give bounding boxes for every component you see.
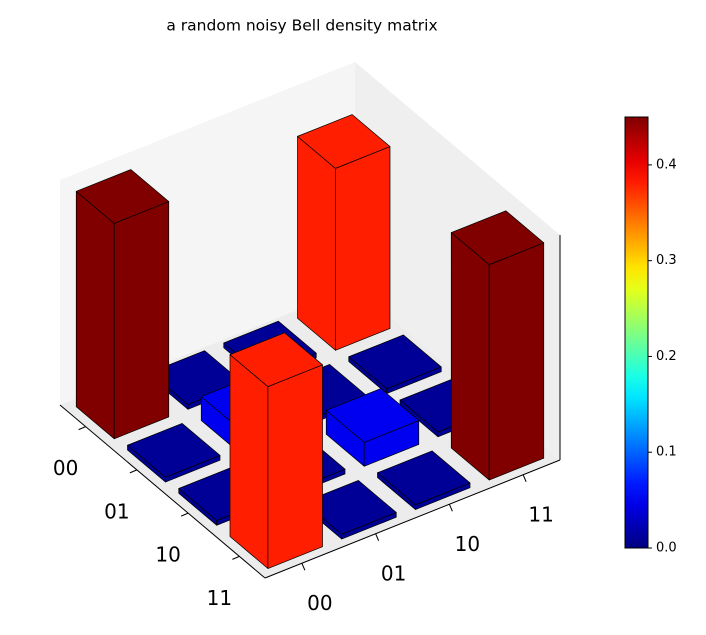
bar <box>325 388 420 467</box>
row-axis <box>59 404 266 579</box>
tick <box>375 533 380 541</box>
colorbar <box>624 116 649 549</box>
tick <box>129 469 138 474</box>
bar <box>75 169 170 440</box>
bar-top-face <box>348 334 442 390</box>
bar-left-face <box>450 232 490 481</box>
row-label: 00 <box>53 456 78 480</box>
bar <box>348 334 442 394</box>
colorbar-tick-label: 0.0 <box>656 541 677 556</box>
bar-right-face <box>335 146 391 351</box>
col-label: 10 <box>455 532 480 556</box>
bar-right-face <box>113 201 170 440</box>
bar <box>377 450 471 510</box>
bar-left-face <box>75 191 115 440</box>
tick <box>522 474 527 482</box>
bar-top-face <box>377 450 471 506</box>
bar-top-face <box>75 169 170 224</box>
bar <box>450 210 545 481</box>
bar-top-face <box>303 480 397 535</box>
bar-left-face <box>229 354 269 569</box>
colorbar-tick-label: 0.2 <box>656 349 677 364</box>
bar-right-face <box>488 242 545 481</box>
bar <box>297 114 391 351</box>
bar-top-face <box>325 388 420 443</box>
tick <box>301 563 306 571</box>
tick <box>180 512 189 517</box>
row-label: 10 <box>155 543 180 567</box>
bar-top-face <box>229 332 323 387</box>
colorbar-tick-label: 0.4 <box>656 157 677 172</box>
tick <box>78 426 86 431</box>
bar-top-face <box>297 114 391 169</box>
bar-top-face <box>127 423 221 478</box>
col-label: 00 <box>307 591 332 615</box>
row-label: 01 <box>104 499 129 523</box>
colorbar-tick-label: 0.3 <box>656 253 677 268</box>
col-axis <box>264 459 561 579</box>
col-label: 11 <box>528 502 553 526</box>
row-label: 11 <box>207 586 232 610</box>
bar-left-face <box>297 136 336 351</box>
bar-right-face <box>267 364 323 569</box>
chart-title: a random noisy Bell density matrix <box>166 17 437 35</box>
colorbar-tick-label: 0.1 <box>656 445 677 460</box>
col-label: 01 <box>381 561 406 585</box>
tick <box>232 555 240 560</box>
bar <box>229 332 323 569</box>
bar <box>127 423 221 483</box>
bar-top-face <box>450 210 545 265</box>
tick <box>448 504 453 512</box>
